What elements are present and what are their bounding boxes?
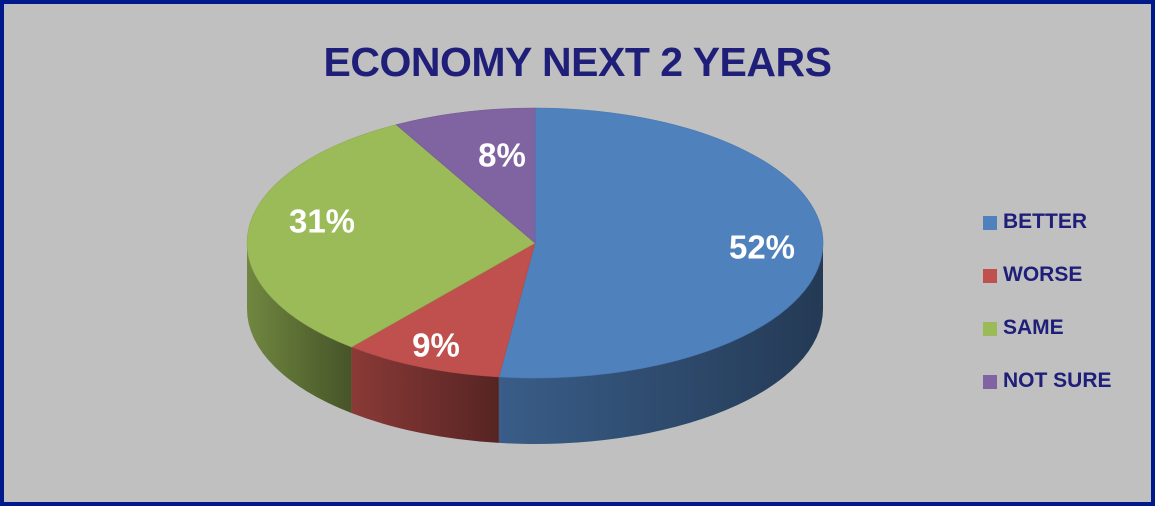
pie-slice-same bbox=[246, 124, 536, 348]
data-label-worse: 9% bbox=[412, 327, 460, 364]
legend-swatch bbox=[983, 322, 997, 336]
legend-item-better: BETTER bbox=[983, 210, 1112, 263]
legend-label: BETTER bbox=[1003, 210, 1087, 233]
pie-side-same bbox=[247, 243, 352, 414]
legend-swatch bbox=[983, 375, 997, 389]
chart-title: ECONOMY NEXT 2 YEARS bbox=[323, 39, 832, 85]
data-label-not-sure: 8% bbox=[478, 137, 526, 174]
pie-chart: 52% 9% 31% 8% bbox=[246, 107, 824, 444]
legend-item-worse: WORSE bbox=[983, 263, 1112, 316]
data-label-better: 52% bbox=[729, 229, 795, 266]
pie-slice-better bbox=[498, 107, 824, 379]
legend-item-not-sure: NOT SURE bbox=[983, 369, 1112, 422]
legend-item-same: SAME bbox=[983, 316, 1112, 369]
pie-slice-worse bbox=[350, 242, 536, 378]
legend-swatch bbox=[983, 216, 997, 230]
pie-side-better bbox=[498, 243, 823, 444]
pie-slice-not-sure bbox=[395, 107, 536, 244]
data-label-same: 31% bbox=[289, 203, 355, 240]
legend-swatch bbox=[983, 269, 997, 283]
legend-label: SAME bbox=[1003, 316, 1064, 339]
legend-label: WORSE bbox=[1003, 263, 1083, 286]
legend: BETTER WORSE SAME NOT SURE bbox=[983, 210, 1112, 422]
pie-side-worse bbox=[351, 347, 499, 443]
legend-label: NOT SURE bbox=[1003, 369, 1112, 392]
